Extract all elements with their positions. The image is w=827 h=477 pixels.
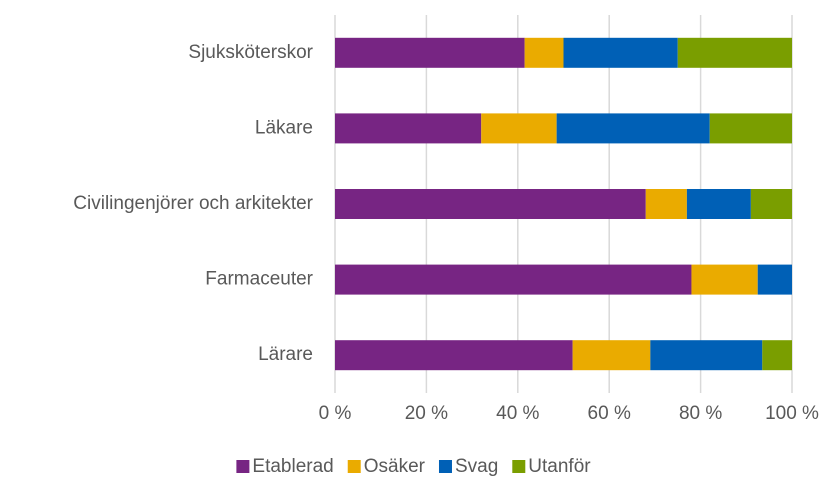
bar-segment [335,189,646,219]
y-tick-label: Lärare [258,344,313,365]
legend-swatch [512,460,526,473]
legend-swatch [347,460,361,473]
y-tick-label: Civilingenjörer och arkitekter [73,193,313,214]
y-tick-label: Läkare [255,117,313,138]
bar-segment [572,340,651,371]
legend-label: Utanför [528,456,591,477]
bar-segment [335,340,573,371]
bar-segment [335,37,525,68]
x-tick-label: 60 % [588,403,631,424]
bar-segment [750,189,792,219]
x-tick-label: 0 % [319,403,352,424]
bar-segment [762,340,792,371]
legend-label: Etablerad [252,456,333,477]
bar-segment [524,37,564,68]
bar-segment [556,113,710,144]
y-tick-label: Sjuksköterskor [188,42,313,63]
legend-swatch [438,460,452,473]
legend-swatch [236,460,250,473]
bar-segment [335,113,482,144]
x-tick-label: 100 % [765,403,819,424]
bar-segment [650,340,763,371]
x-tick-label: 80 % [679,403,722,424]
bar-segment [677,37,792,68]
bar-segment [757,264,792,295]
bar-segment [686,189,751,219]
bar-segment [645,189,687,219]
bar-segment [563,37,678,68]
bar-segment [691,264,758,295]
bar-segment [481,113,557,144]
y-tick-label: Farmaceuter [205,269,313,290]
x-tick-label: 40 % [496,403,539,424]
bar-segment [335,264,692,295]
bar-segment [709,113,792,144]
legend-label: Svag [455,456,498,477]
x-tick-label: 20 % [405,403,448,424]
legend-label: Osäker [364,456,426,477]
